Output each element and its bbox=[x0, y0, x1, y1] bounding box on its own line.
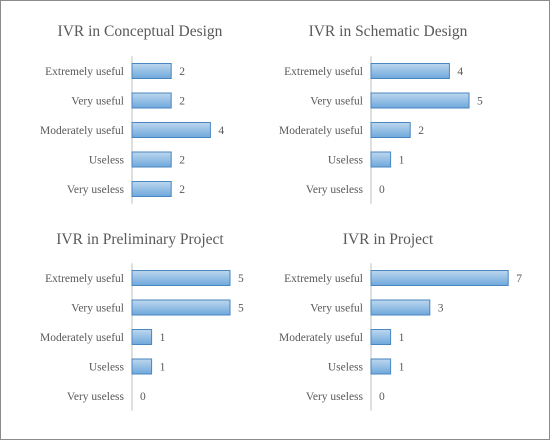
chart-4-category-label: Very useless bbox=[306, 391, 364, 403]
chart-3-category-label: Extremely useful bbox=[45, 273, 124, 285]
chart-1-data-label: 2 bbox=[179, 96, 185, 108]
chart-4-category-label: Useless bbox=[328, 362, 364, 374]
chart-4-data-label: 1 bbox=[399, 362, 405, 374]
chart-1-data-label: 4 bbox=[218, 125, 224, 137]
chart-3-bar bbox=[131, 358, 153, 375]
chart-2-category-label: Useless bbox=[328, 155, 364, 167]
chart-1-data-label: 2 bbox=[179, 184, 185, 196]
chart-3-title: IVR in Preliminary Project bbox=[56, 231, 224, 248]
chart-1-data-label: 2 bbox=[179, 155, 185, 167]
chart-1-bar bbox=[131, 181, 172, 197]
chart-2-data-label: 0 bbox=[379, 184, 385, 196]
chart-1-category-label: Useless bbox=[89, 155, 125, 167]
chart-1-category-label: Moderately useful bbox=[40, 125, 124, 137]
chart-4-title: IVR in Project bbox=[343, 231, 434, 248]
chart-3-bar bbox=[131, 299, 231, 316]
chart-1-category-label: Extremely useful bbox=[45, 66, 124, 78]
chart-3-data-label: 0 bbox=[140, 391, 146, 403]
chart-4-category-label: Very useful bbox=[310, 303, 363, 315]
chart-2-bar bbox=[370, 151, 392, 168]
chart-2-data-label: 1 bbox=[399, 155, 405, 167]
chart-4-bar bbox=[370, 358, 392, 375]
chart-4-data-label: 7 bbox=[516, 273, 522, 285]
chart-2-category-label: Very useful bbox=[310, 96, 363, 108]
chart-1-bar bbox=[131, 92, 172, 109]
chart-4-bar bbox=[370, 299, 431, 316]
chart-2-data-label: 4 bbox=[457, 66, 463, 78]
chart-4-data-label: 3 bbox=[438, 303, 444, 315]
chart-2-bar bbox=[370, 63, 450, 79]
chart-1-title: IVR in Conceptual Design bbox=[58, 23, 223, 40]
chart-2-category-label: Very useless bbox=[306, 184, 364, 196]
chart-1-data-label: 2 bbox=[179, 66, 185, 78]
chart-2-bar bbox=[370, 122, 411, 138]
chart-1-bar bbox=[131, 151, 172, 168]
chart-3-data-label: 5 bbox=[238, 273, 244, 285]
chart-3-data-label: 5 bbox=[238, 303, 244, 315]
chart-3-category-label: Very useless bbox=[67, 391, 125, 403]
chart-4-bar bbox=[370, 270, 509, 286]
chart-4-data-label: 1 bbox=[399, 332, 405, 344]
chart-2-data-label: 5 bbox=[477, 96, 483, 108]
chart-2-bar bbox=[370, 92, 470, 109]
chart-1-bar bbox=[131, 63, 172, 79]
chart-2-data-label: 2 bbox=[418, 125, 424, 137]
chart-1-category-label: Very useful bbox=[71, 96, 124, 108]
chart-2-category-label: Moderately useful bbox=[279, 125, 363, 137]
chart-3-category-label: Moderately useful bbox=[40, 332, 124, 344]
chart-3-data-label: 1 bbox=[160, 332, 166, 344]
chart-3-data-label: 1 bbox=[160, 362, 166, 374]
chart-4-data-label: 0 bbox=[379, 391, 385, 403]
chart-3-bar bbox=[131, 329, 153, 345]
chart-4-category-label: Extremely useful bbox=[284, 273, 363, 285]
chart-4-category-label: Moderately useful bbox=[279, 332, 363, 344]
chart-2-category-label: Extremely useful bbox=[284, 66, 363, 78]
chart-3-category-label: Very useful bbox=[71, 303, 124, 315]
chart-3-bar bbox=[131, 270, 231, 286]
chart-3-category-label: Useless bbox=[89, 362, 125, 374]
chart-1-bar bbox=[131, 122, 211, 138]
chart-4-bar bbox=[370, 329, 392, 345]
chart-2-title: IVR in Schematic Design bbox=[309, 23, 468, 40]
chart-1-category-label: Very useless bbox=[67, 184, 125, 196]
